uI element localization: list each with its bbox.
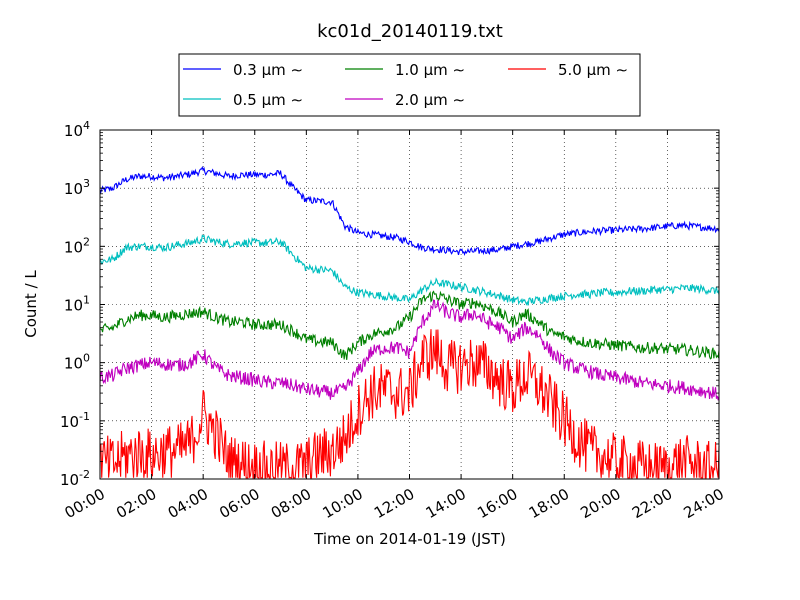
x-tick-label: 02:00 [113, 485, 159, 522]
x-tick-label: 10:00 [319, 485, 365, 522]
series-group [99, 166, 720, 479]
x-tick-label: 06:00 [216, 485, 262, 522]
legend-label: 2.0 μm ∼ [395, 91, 465, 109]
legend-box [178, 53, 641, 117]
series-line [99, 234, 720, 306]
x-tick-labels: 00:00 02:00 04:00 06:00 08:00 10:00 12:00 14:00… [62, 485, 727, 522]
plot-area [99, 129, 720, 480]
x-tick-label: 04:00 [165, 485, 211, 522]
x-tick-label: 12:00 [371, 485, 417, 522]
series-line [99, 299, 720, 401]
x-tick-label: 14:00 [423, 485, 469, 522]
x-tick-label: 22:00 [629, 485, 675, 522]
x-tick-label: 16:00 [474, 485, 520, 522]
y-axis-label: Count / L [22, 270, 40, 338]
plot-background [100, 130, 719, 479]
y-tick-label: 103 [64, 177, 90, 198]
series-line [99, 166, 720, 257]
ticks [99, 129, 720, 480]
x-tick-label: 20:00 [577, 485, 623, 522]
y-tick-label: 104 [64, 119, 90, 140]
series-line [99, 290, 720, 360]
series-line [99, 329, 720, 479]
y-tick-label: 10-2 [60, 468, 90, 489]
x-tick-label: 18:00 [526, 485, 572, 522]
y-tick-label: 10-1 [60, 410, 90, 431]
legend-label: 0.3 μm ∼ [233, 61, 303, 79]
y-tick-label: 100 [64, 352, 90, 373]
legend-label: 1.0 μm ∼ [395, 61, 465, 79]
legend: 0.3 μm ∼ 0.5 μm ∼ 1.0 μm ∼ 2.0 μm ∼ 5.0 μm ∼ [178, 53, 641, 117]
x-tick-label: 08:00 [268, 485, 314, 522]
y-tick-labels: 10-2 10-1 100 101 102 103 104 [60, 119, 90, 489]
y-tick-label: 102 [64, 235, 90, 256]
x-tick-label: 24:00 [681, 485, 727, 522]
y-tick-label: 101 [64, 294, 90, 315]
x-axis-label: Time on 2014-01-19 (JST) [313, 530, 506, 548]
legend-label: 0.5 μm ∼ [233, 91, 303, 109]
legend-label: 5.0 μm ∼ [558, 61, 628, 79]
chart-title: kc01d_20140119.txt [317, 21, 503, 42]
x-tick-label: 00:00 [62, 485, 108, 522]
